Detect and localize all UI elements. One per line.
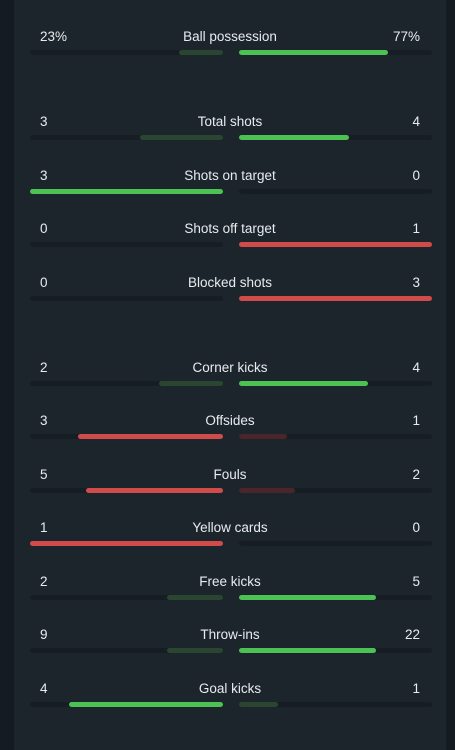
away-value: 0 bbox=[412, 168, 420, 183]
home-bar-track bbox=[30, 541, 223, 546]
home-bar-track bbox=[30, 595, 223, 600]
stat-label: Blocked shots bbox=[187, 275, 273, 290]
away-bar-track bbox=[239, 702, 432, 707]
home-bar-fill bbox=[86, 488, 223, 493]
stat-label: Fouls bbox=[213, 467, 247, 482]
away-value: 5 bbox=[412, 574, 420, 589]
stat-row-offsides: 3 Offsides 1 bbox=[14, 411, 446, 445]
home-value: 0 bbox=[40, 221, 48, 236]
stat-row-free-kicks: 2 Free kicks 5 bbox=[14, 572, 446, 606]
away-value: 1 bbox=[412, 413, 420, 428]
home-bar-fill bbox=[140, 135, 223, 140]
away-bar-fill bbox=[239, 434, 287, 439]
stat-label: Yellow cards bbox=[192, 520, 268, 535]
match-stats-panel: 23% Ball possession 77% 3 Total shots 4 … bbox=[14, 0, 446, 750]
away-bar-fill bbox=[239, 488, 295, 493]
home-bar-track bbox=[30, 296, 223, 301]
home-bar-fill bbox=[179, 50, 223, 55]
away-value: 1 bbox=[412, 681, 420, 696]
away-bar-track bbox=[239, 296, 432, 301]
home-value: 2 bbox=[40, 574, 48, 589]
stat-label: Corner kicks bbox=[192, 360, 268, 375]
home-bar-fill bbox=[30, 189, 223, 194]
home-bar-track bbox=[30, 488, 223, 493]
away-bar-track bbox=[239, 381, 432, 386]
home-bar-track bbox=[30, 702, 223, 707]
away-value: 2 bbox=[412, 467, 420, 482]
away-value: 4 bbox=[412, 114, 420, 129]
home-bar-track bbox=[30, 50, 223, 55]
away-bar-fill bbox=[239, 648, 376, 653]
away-bar-track bbox=[239, 541, 432, 546]
stat-row-shots-on-target: 3 Shots on target 0 bbox=[14, 166, 446, 200]
away-bar-fill bbox=[239, 702, 278, 707]
stat-row-throw-ins: 9 Throw-ins 22 bbox=[14, 625, 446, 659]
away-bar-fill bbox=[239, 595, 376, 600]
away-value: 0 bbox=[412, 520, 420, 535]
stat-row-goal-kicks: 4 Goal kicks 1 bbox=[14, 679, 446, 713]
home-value: 0 bbox=[40, 275, 48, 290]
stat-row-yellow-cards: 1 Yellow cards 0 bbox=[14, 518, 446, 552]
stat-row-corner-kicks: 2 Corner kicks 4 bbox=[14, 358, 446, 392]
home-value: 4 bbox=[40, 681, 48, 696]
stat-label: Offsides bbox=[205, 413, 255, 428]
away-bar-track bbox=[239, 434, 432, 439]
away-value: 4 bbox=[412, 360, 420, 375]
away-bar-track bbox=[239, 595, 432, 600]
home-value: 3 bbox=[40, 114, 48, 129]
home-value: 5 bbox=[40, 467, 48, 482]
away-bar-track bbox=[239, 189, 432, 194]
home-value: 3 bbox=[40, 413, 48, 428]
home-bar-fill bbox=[159, 381, 223, 386]
stat-label: Total shots bbox=[197, 114, 263, 129]
home-bar-track bbox=[30, 135, 223, 140]
away-bar-fill bbox=[239, 135, 349, 140]
away-bar-track bbox=[239, 50, 432, 55]
away-bar-fill bbox=[239, 296, 432, 301]
home-value: 9 bbox=[40, 627, 48, 642]
home-bar-fill bbox=[30, 541, 223, 546]
home-value: 23% bbox=[40, 29, 68, 44]
stat-row-fouls: 5 Fouls 2 bbox=[14, 465, 446, 499]
home-bar-track bbox=[30, 434, 223, 439]
home-bar-fill bbox=[167, 595, 223, 600]
home-value: 3 bbox=[40, 168, 48, 183]
home-value: 2 bbox=[40, 360, 48, 375]
stat-row-ball-possession: 23% Ball possession 77% bbox=[14, 27, 446, 61]
stat-label: Ball possession bbox=[183, 29, 277, 44]
away-bar-track bbox=[239, 488, 432, 493]
away-value: 3 bbox=[412, 275, 420, 290]
away-bar-track bbox=[239, 135, 432, 140]
away-value: 1 bbox=[412, 221, 420, 236]
stat-label: Shots off target bbox=[184, 221, 276, 236]
home-bar-track bbox=[30, 242, 223, 247]
away-value: 77% bbox=[392, 29, 420, 44]
stat-label: Free kicks bbox=[199, 574, 261, 589]
stat-row-total-shots: 3 Total shots 4 bbox=[14, 112, 446, 146]
away-bar-fill bbox=[239, 381, 368, 386]
away-bar-fill bbox=[239, 50, 388, 55]
home-bar-fill bbox=[167, 648, 223, 653]
home-bar-track bbox=[30, 648, 223, 653]
stat-label: Throw-ins bbox=[200, 627, 260, 642]
away-bar-fill bbox=[239, 242, 432, 247]
home-bar-fill bbox=[78, 434, 223, 439]
home-bar-fill bbox=[69, 702, 223, 707]
home-bar-track bbox=[30, 381, 223, 386]
away-bar-track bbox=[239, 648, 432, 653]
stat-row-blocked-shots: 0 Blocked shots 3 bbox=[14, 273, 446, 307]
away-bar-track bbox=[239, 242, 432, 247]
away-value: 22 bbox=[404, 627, 420, 642]
stat-label: Goal kicks bbox=[198, 681, 262, 696]
stat-label: Shots on target bbox=[184, 168, 276, 183]
stat-row-shots-off-target: 0 Shots off target 1 bbox=[14, 219, 446, 253]
home-value: 1 bbox=[40, 520, 48, 535]
home-bar-track bbox=[30, 189, 223, 194]
